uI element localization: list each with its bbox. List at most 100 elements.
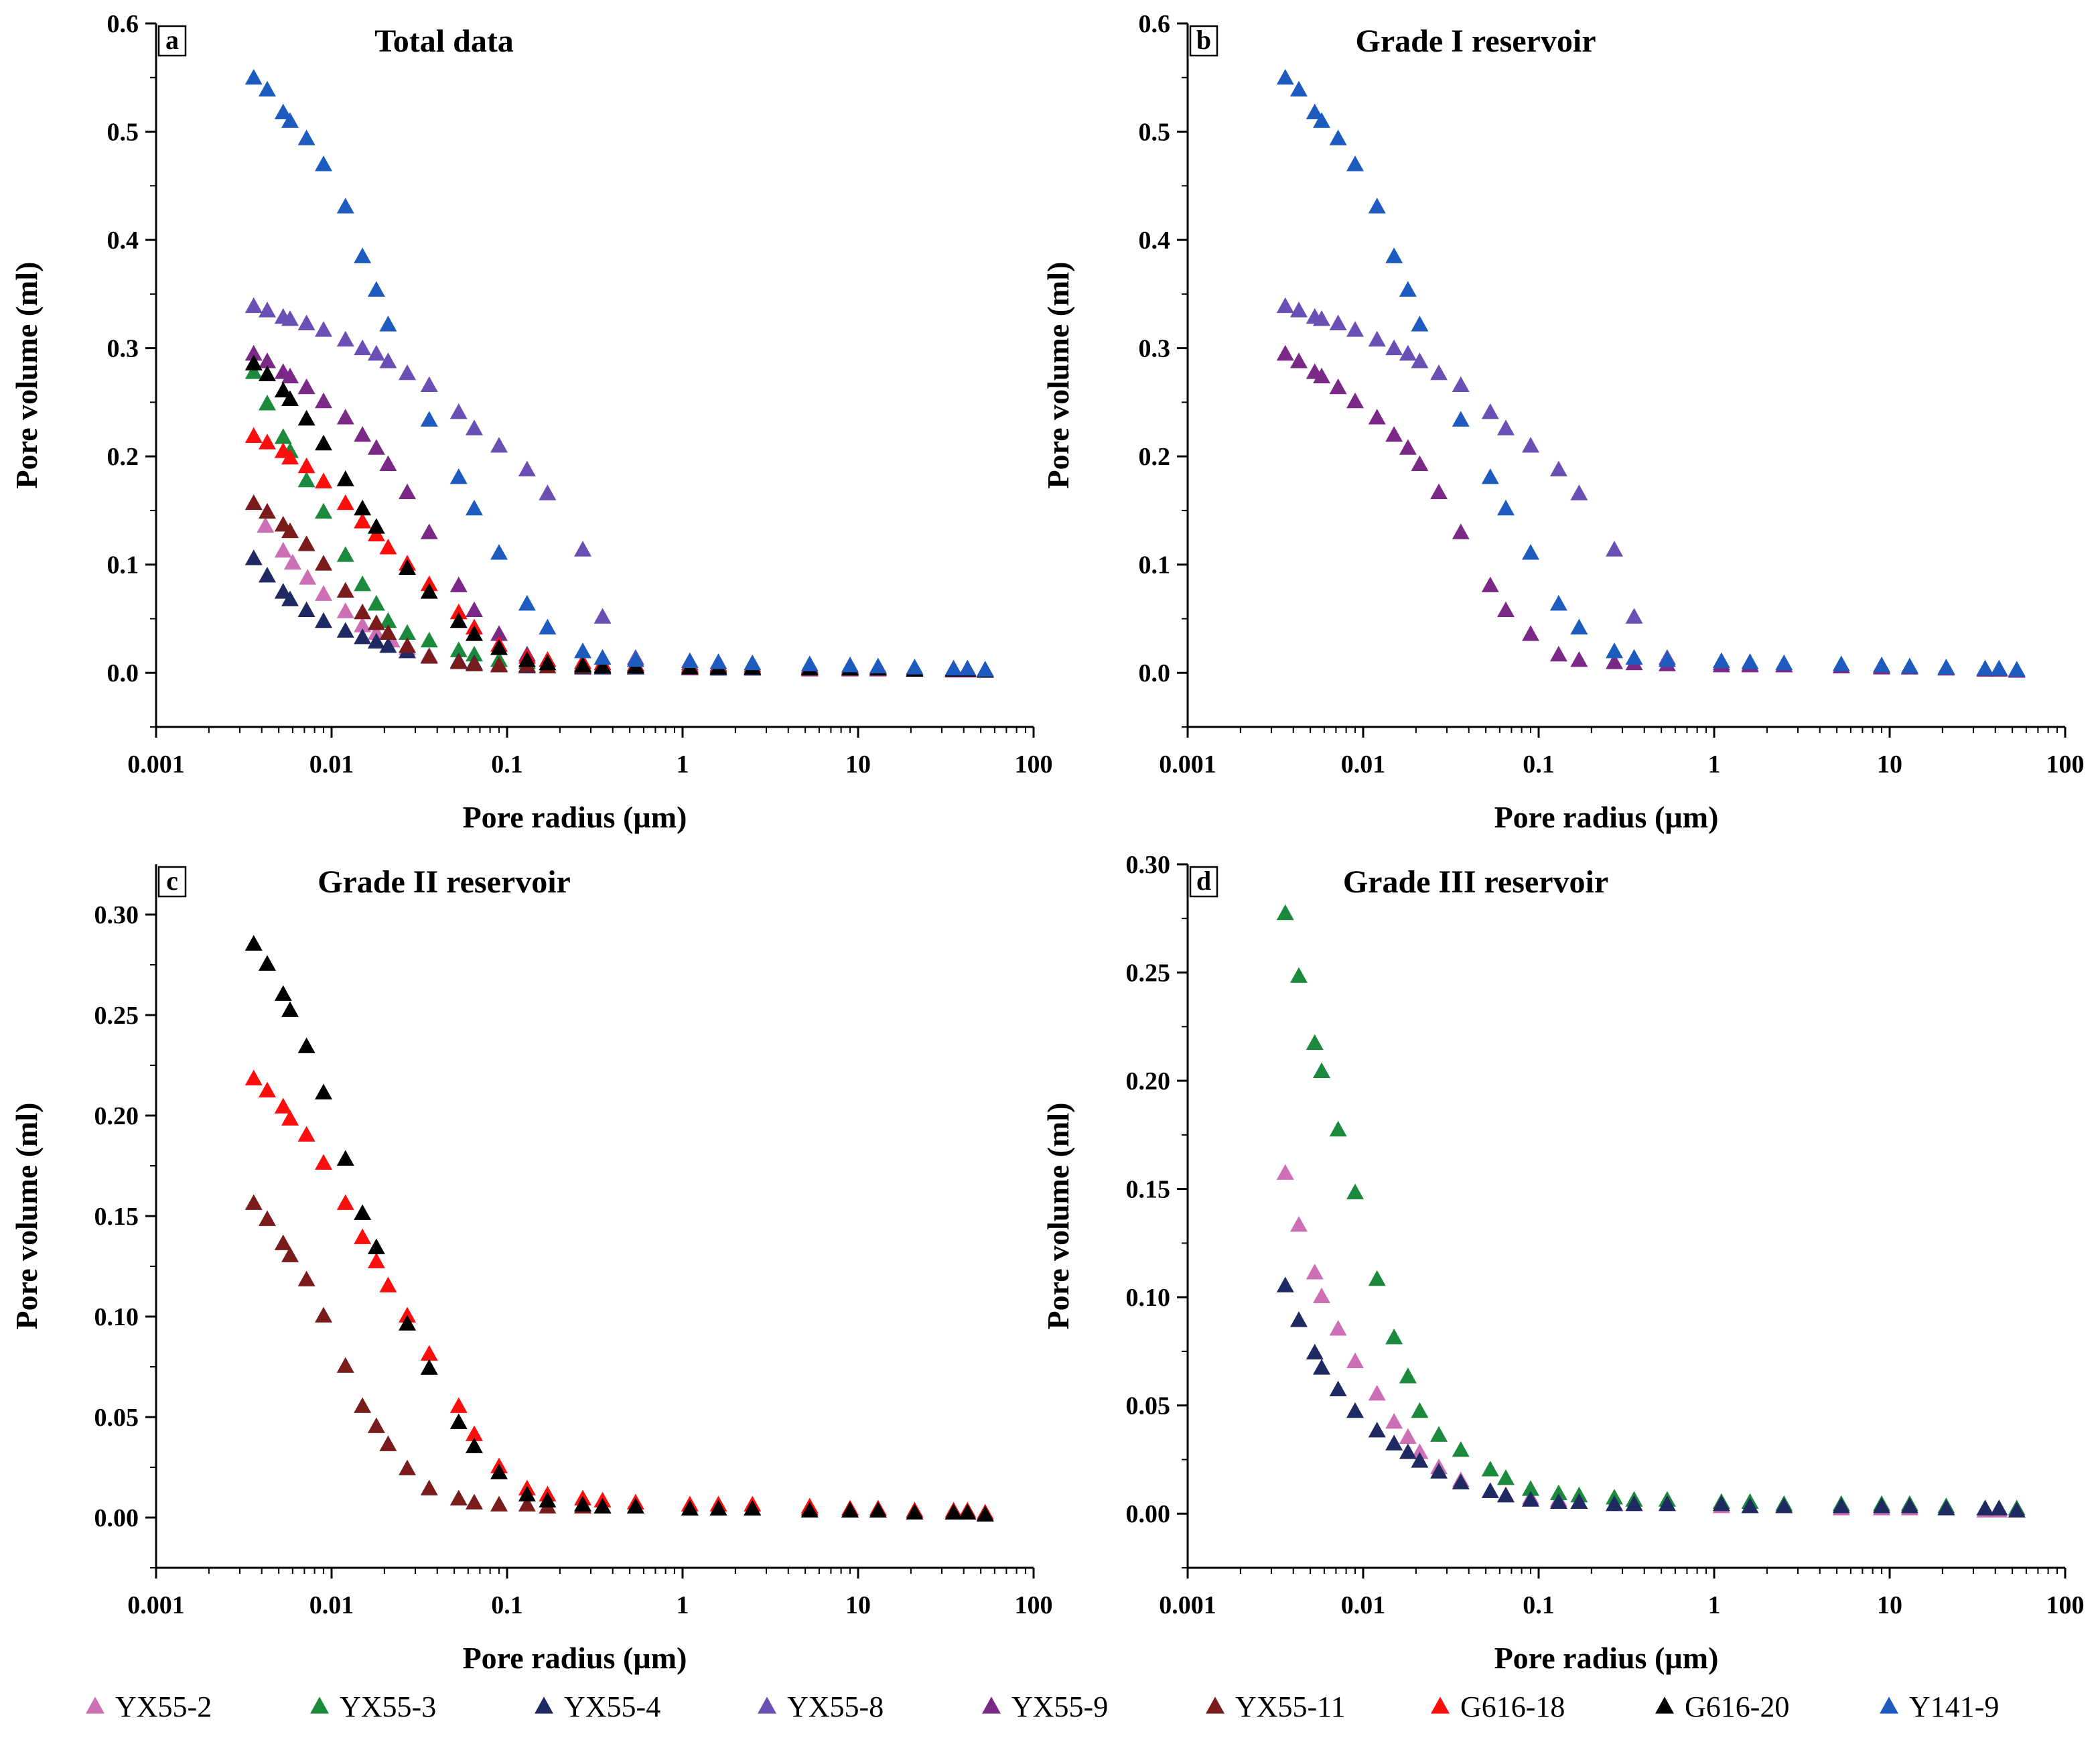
data-point [490,437,508,453]
data-point [574,541,592,557]
panel-a: 0.001 0.01 0.1 1 10 100 0.0 0.1 0.2 0.3 0.4 0.5 0.6 P… [9,10,1053,834]
data-point [244,297,263,314]
panel-letter-box [157,25,187,57]
data-point [1329,1120,1347,1137]
data-point [1289,352,1308,368]
data-point [336,198,354,214]
data-point [299,569,317,585]
y-tick-label: 0.10 [94,1303,139,1331]
panel-letter: a [165,25,179,55]
data-point [1385,247,1403,263]
data-point [297,378,316,395]
data-point [841,1501,859,1518]
data-point [367,1417,385,1433]
data-point [258,302,276,318]
data-point [1329,378,1347,395]
y-axis-label: Pore volume (ml) [9,262,44,489]
data-point [490,1495,508,1512]
data-point [1411,455,1429,471]
x-tick-label: 10 [1877,750,1902,779]
data-point [258,365,276,381]
panel-title: Grade I reservoir [1356,23,1596,59]
data-point [1452,411,1470,427]
data-point [420,583,438,599]
data-point [1313,310,1331,326]
data-point [1430,1426,1448,1442]
data-point [354,499,372,516]
data-point [1496,601,1515,618]
legend-marker [758,1696,776,1714]
panel-d: 0.001 0.01 0.1 1 10 100 0.00 0.05 0.10 0.15 0.20 0.… [1041,851,2085,1675]
data-point [1313,1359,1331,1375]
data-point [449,576,468,592]
y-tick-label: 0.0 [107,659,139,687]
data-point [315,612,333,628]
data-point [354,1204,372,1220]
data-point [399,483,417,499]
x-axis-label: Pore radius (µm) [1494,800,1719,834]
data-point [258,1210,276,1226]
data-point [399,1459,417,1475]
data-point [354,628,372,645]
y-tick-label: 0.4 [1139,226,1171,255]
y-tick-label: 0.20 [1126,1067,1171,1095]
x-axis-label: Pore radius (µm) [463,1641,687,1675]
x-tick-label: 0.01 [1341,750,1386,779]
data-point [420,376,438,393]
x-tick-label: 0.1 [1523,1591,1555,1619]
y-tick-label: 0.30 [1126,851,1171,879]
data-point [1452,523,1470,539]
data-point [297,601,316,618]
data-point [1329,1320,1347,1336]
data-point [539,618,557,634]
data-point [379,624,397,640]
panel-title: Total data [374,23,514,59]
data-point [465,1493,483,1510]
data-point [593,1497,612,1514]
legend-marker [310,1696,329,1714]
data-point [399,364,417,381]
data-point [1306,1034,1324,1051]
data-point [281,367,299,384]
data-point [367,281,385,297]
data-point [354,425,372,442]
data-point [1399,1443,1417,1459]
data-point [518,460,536,477]
data-point [258,955,276,971]
data-point [258,433,276,450]
data-point [354,1228,372,1244]
data-point [1313,367,1331,384]
data-point [367,518,385,534]
data-point [297,314,316,330]
data-point [449,1397,468,1413]
data-point [399,636,417,653]
data-point [420,1345,438,1361]
data-point [336,330,354,347]
data-point [709,653,727,669]
legend-label: YX55-3 [340,1690,436,1723]
data-point [379,316,397,332]
y-tick-label: 0.30 [94,901,139,929]
data-point [465,419,483,436]
data-point [449,653,468,669]
data-point [244,363,263,379]
legend-label: G616-20 [1685,1690,1789,1723]
data-point [258,503,276,519]
data-point [449,1413,468,1429]
x-tick-label: 100 [2046,1591,2085,1619]
data-point [379,1435,397,1451]
y-tick-label: 0.5 [1139,119,1171,147]
data-point [1276,1276,1294,1292]
data-point [1385,339,1403,356]
data-point [681,1499,699,1516]
data-point [518,651,536,667]
data-point [841,657,859,673]
data-point [1481,403,1499,419]
data-point [465,1437,483,1453]
data-point [1399,1367,1417,1384]
data-point [1522,1491,1540,1507]
data-point [315,503,333,519]
data-point [465,655,483,671]
panel-b: 0.001 0.01 0.1 1 10 100 0.0 0.1 0.2 0.3 0.4 0.5 0.6 P… [1041,10,2085,834]
